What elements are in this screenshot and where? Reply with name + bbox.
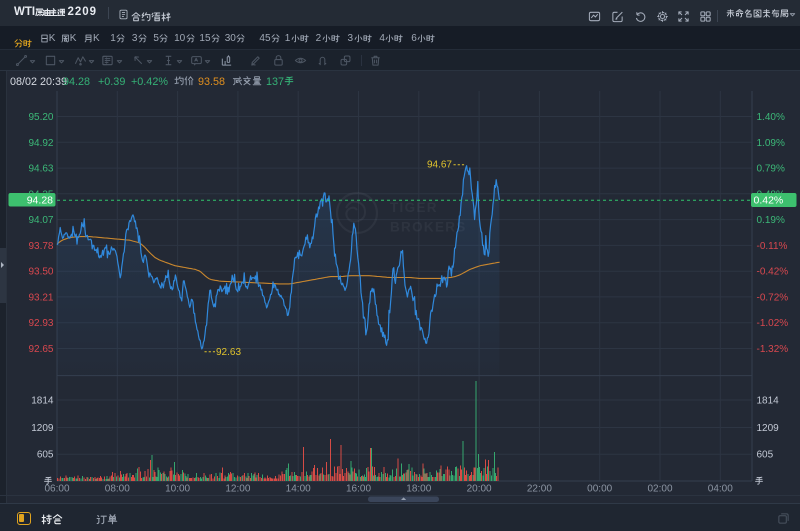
svg-text:92.65: 92.65	[28, 344, 53, 355]
svg-text:94.07: 94.07	[28, 215, 53, 226]
svg-text:02:00: 02:00	[647, 484, 672, 495]
svg-text:0.42%: 0.42%	[754, 195, 784, 207]
svg-text:1814: 1814	[31, 396, 54, 407]
svg-text:93.50: 93.50	[28, 267, 53, 278]
svg-text:BROKERS: BROKERS	[390, 220, 467, 235]
svg-text:0.79%: 0.79%	[757, 164, 785, 175]
svg-text:92.93: 92.93	[28, 318, 53, 329]
svg-text:1814: 1814	[757, 396, 780, 407]
svg-text:92.63: 92.63	[216, 347, 241, 358]
svg-text:06:00: 06:00	[44, 484, 69, 495]
svg-text:605: 605	[757, 450, 774, 461]
svg-text:94.63: 94.63	[28, 164, 53, 175]
svg-text:20:00: 20:00	[467, 484, 492, 495]
svg-text:93.21: 93.21	[28, 292, 53, 303]
svg-text:1209: 1209	[31, 423, 54, 434]
svg-text:93.78: 93.78	[28, 241, 53, 252]
svg-text:04:00: 04:00	[708, 484, 733, 495]
svg-text:16:00: 16:00	[346, 484, 371, 495]
svg-text:1.40%: 1.40%	[757, 112, 785, 123]
svg-text:08:00: 08:00	[105, 484, 130, 495]
svg-text:TIGER: TIGER	[390, 200, 438, 215]
svg-text:0.19%: 0.19%	[757, 215, 785, 226]
svg-text:95.20: 95.20	[28, 112, 53, 123]
svg-text:94.28: 94.28	[27, 194, 53, 206]
svg-text:12:00: 12:00	[225, 484, 250, 495]
svg-text:14:00: 14:00	[286, 484, 311, 495]
svg-text:18:00: 18:00	[406, 484, 431, 495]
svg-text:-1.32%: -1.32%	[757, 344, 789, 355]
svg-text:22:00: 22:00	[527, 484, 552, 495]
svg-text:-0.72%: -0.72%	[757, 292, 789, 303]
svg-text:94.92: 94.92	[28, 138, 53, 149]
svg-text:94.67: 94.67	[427, 160, 452, 171]
svg-text:605: 605	[37, 450, 54, 461]
svg-text:00:00: 00:00	[587, 484, 612, 495]
svg-text:-0.11%: -0.11%	[757, 241, 788, 252]
svg-text:-0.42%: -0.42%	[757, 267, 789, 278]
svg-text:1.09%: 1.09%	[757, 138, 785, 149]
svg-text:1209: 1209	[757, 423, 780, 434]
svg-text:10:00: 10:00	[165, 484, 190, 495]
svg-text:-1.02%: -1.02%	[757, 318, 789, 329]
